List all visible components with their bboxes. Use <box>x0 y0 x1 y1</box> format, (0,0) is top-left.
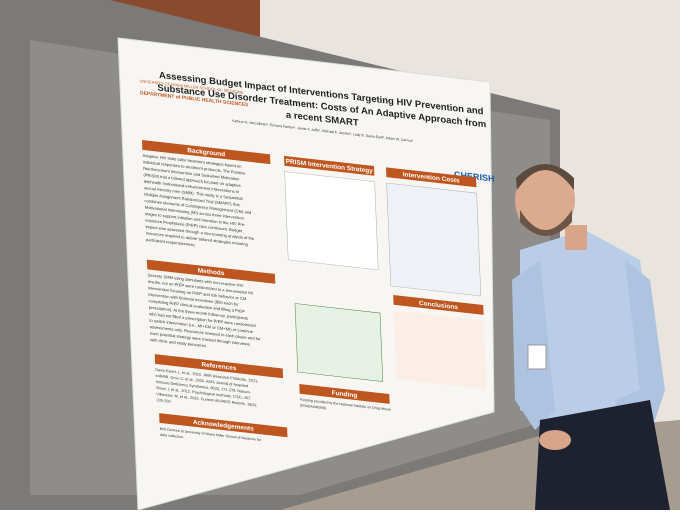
section-heading: Funding <box>332 390 358 400</box>
section-header <box>159 413 288 438</box>
section-heading: References <box>201 361 237 372</box>
section-heading: Methods <box>198 267 225 277</box>
section-header <box>146 259 276 284</box>
neck <box>565 225 587 250</box>
conclusion-box <box>393 310 487 390</box>
section-text: with clinic and study personnel. <box>150 337 207 348</box>
hair <box>516 164 574 190</box>
head <box>515 164 575 236</box>
badge <box>527 344 547 370</box>
beard <box>520 210 572 236</box>
hands <box>539 430 571 450</box>
section-text: 235-250 <box>157 398 171 404</box>
section-text: participant responsiveness. <box>146 237 196 247</box>
section-header <box>299 383 390 404</box>
section-header <box>142 140 271 165</box>
section-header <box>393 294 484 315</box>
person <box>512 164 670 510</box>
section-text: data collection. <box>160 433 184 440</box>
trousers <box>535 400 670 510</box>
section-text: (R34DA046300) <box>300 403 326 410</box>
section-header <box>284 155 375 176</box>
right-arm <box>615 260 665 430</box>
strategy-diagram <box>284 171 379 271</box>
section-heading: Background <box>187 147 225 158</box>
section-heading: Conclusions <box>419 300 459 311</box>
section-header <box>154 354 284 379</box>
cost-table <box>386 182 482 297</box>
shirt <box>520 230 660 430</box>
section-header <box>386 167 477 188</box>
summary-table <box>294 303 384 382</box>
